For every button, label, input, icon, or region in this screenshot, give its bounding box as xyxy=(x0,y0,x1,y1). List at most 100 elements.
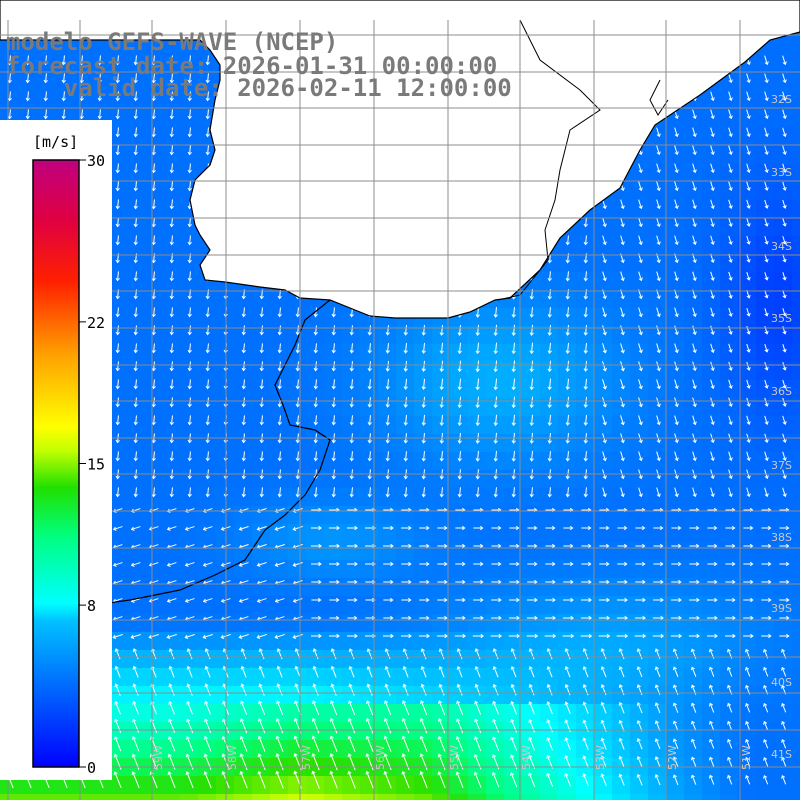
field-cell xyxy=(630,542,649,561)
field-cell xyxy=(648,686,667,705)
field-cell xyxy=(774,416,793,435)
field-cell xyxy=(702,524,721,543)
field-cell xyxy=(594,290,613,309)
wind-arrow xyxy=(419,735,428,752)
field-cell xyxy=(684,128,703,147)
wind-arrow xyxy=(168,665,175,678)
field-cell xyxy=(684,614,703,633)
field-cell xyxy=(792,326,800,345)
field-cell xyxy=(792,488,800,507)
wind-arrow xyxy=(782,181,787,191)
latitude-label: 33S xyxy=(771,166,792,179)
wind-arrow xyxy=(509,543,520,549)
field-cell xyxy=(756,56,775,75)
wind-arrow xyxy=(187,163,192,174)
field-cell xyxy=(144,254,163,273)
field-cell xyxy=(684,560,703,579)
wind-arrow xyxy=(728,181,733,192)
wind-arrow xyxy=(692,217,697,228)
wind-arrow xyxy=(728,271,733,281)
wind-arrow xyxy=(599,543,610,549)
wind-arrow xyxy=(689,597,700,603)
field-cell xyxy=(720,380,739,399)
field-cell xyxy=(792,200,800,219)
field-cell xyxy=(792,452,800,471)
wind-arrow xyxy=(725,633,736,639)
field-cell xyxy=(306,344,325,363)
wind-arrow xyxy=(295,379,300,390)
field-cell xyxy=(720,470,739,489)
field-cell xyxy=(126,740,145,759)
field-cell xyxy=(252,704,271,723)
field-cell xyxy=(792,686,800,705)
wind-arrow xyxy=(707,561,718,567)
field-cell xyxy=(702,398,721,417)
wind-arrow xyxy=(348,665,355,678)
field-cell xyxy=(90,38,109,57)
wind-arrow xyxy=(656,361,661,372)
field-cell xyxy=(594,344,613,363)
field-cell xyxy=(738,542,757,561)
field-cell xyxy=(702,506,721,525)
field-cell xyxy=(504,794,523,800)
wind-arrow xyxy=(710,343,715,354)
field-cell xyxy=(630,596,649,615)
field-cell xyxy=(324,506,343,525)
field-cell xyxy=(666,650,685,669)
field-cell xyxy=(576,218,595,237)
field-cell xyxy=(558,776,577,795)
field-cell xyxy=(126,614,145,633)
field-cell xyxy=(144,344,163,363)
wind-arrow xyxy=(274,633,285,639)
wind-arrow xyxy=(115,127,120,138)
wind-arrow xyxy=(602,325,607,336)
wind-arrow xyxy=(562,633,575,639)
field-cell xyxy=(594,362,613,381)
field-cell xyxy=(288,578,307,597)
wind-arrow xyxy=(169,181,174,192)
wind-arrow xyxy=(43,109,48,120)
wind-arrow xyxy=(710,397,715,408)
field-cell xyxy=(720,452,739,471)
field-cell xyxy=(252,650,271,669)
wind-arrow xyxy=(692,109,697,120)
wind-arrow xyxy=(764,379,769,389)
latitude-label: 36S xyxy=(771,385,792,398)
field-cell xyxy=(288,416,307,435)
field-cell xyxy=(144,560,163,579)
wind-arrow xyxy=(728,199,733,210)
field-cell xyxy=(126,722,145,741)
wind-arrow xyxy=(746,109,751,120)
field-cell xyxy=(216,722,235,741)
wind-arrow xyxy=(349,325,354,336)
field-cell xyxy=(324,704,343,723)
field-cell xyxy=(702,470,721,489)
field-cell xyxy=(378,560,397,579)
wind-arrow xyxy=(331,361,336,372)
field-cell xyxy=(432,488,451,507)
wind-arrow xyxy=(274,562,285,567)
wind-arrow xyxy=(782,487,787,498)
field-cell xyxy=(144,524,163,543)
field-cell xyxy=(792,740,800,759)
wind-arrow xyxy=(692,145,697,156)
wind-arrow xyxy=(455,561,466,567)
wind-arrow xyxy=(746,271,751,281)
field-cell xyxy=(252,506,271,525)
wind-arrow xyxy=(312,665,319,678)
field-cell xyxy=(774,488,793,507)
wind-arrow xyxy=(728,397,733,408)
wind-arrow xyxy=(634,615,646,621)
field-cell xyxy=(666,560,685,579)
field-cell xyxy=(180,164,199,183)
field-cell xyxy=(684,164,703,183)
colorbar-tick-label: 8 xyxy=(87,597,96,615)
field-cell xyxy=(612,686,631,705)
wind-arrow xyxy=(565,271,570,282)
field-cell xyxy=(612,542,631,561)
wind-arrow xyxy=(151,91,156,102)
wind-arrow xyxy=(167,771,176,789)
field-cell xyxy=(468,560,487,579)
field-cell xyxy=(486,704,505,723)
